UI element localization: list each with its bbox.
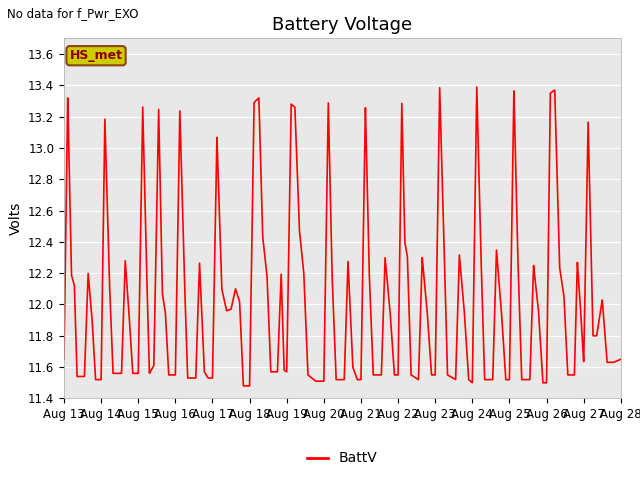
Text: No data for f_Pwr_EXO: No data for f_Pwr_EXO bbox=[7, 7, 138, 20]
Legend: BattV: BattV bbox=[301, 445, 383, 471]
Title: Battery Voltage: Battery Voltage bbox=[273, 16, 412, 34]
Y-axis label: Volts: Volts bbox=[8, 202, 22, 235]
Text: HS_met: HS_met bbox=[70, 49, 123, 62]
